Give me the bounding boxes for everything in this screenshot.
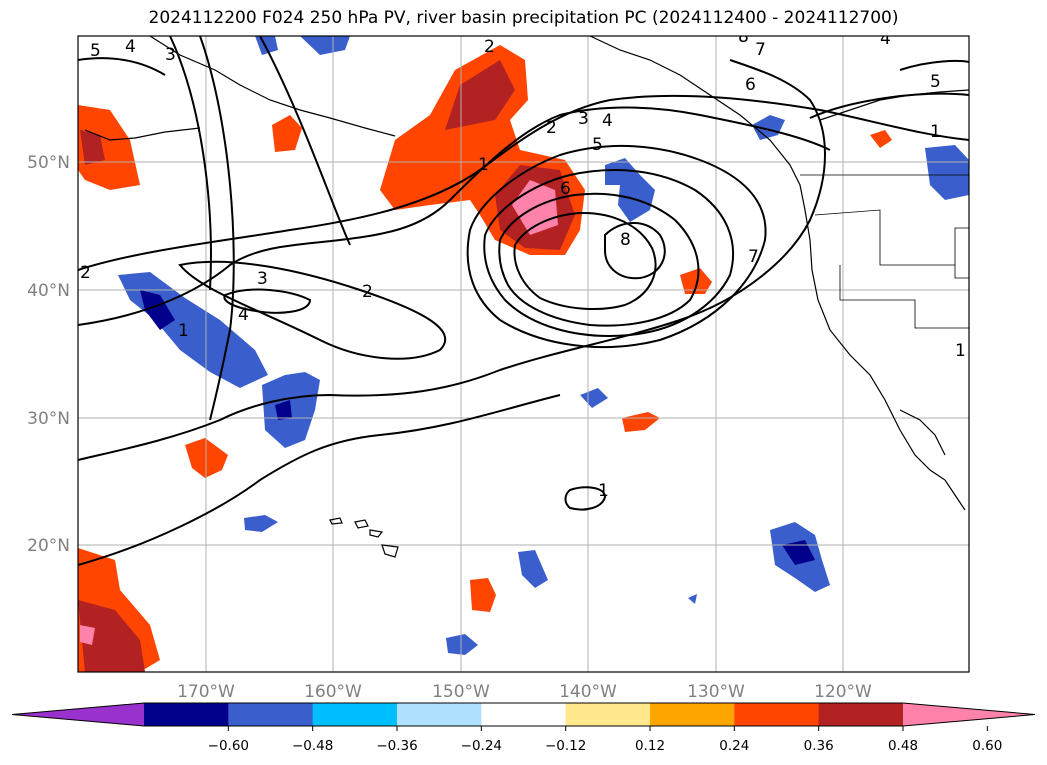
lon-label: 140°W [559,682,617,702]
pv-contours [78,36,969,566]
map-frame [77,35,970,673]
contour-label: 2 [546,118,557,138]
lat-label: 30°N [27,409,70,429]
precip-shading [78,36,969,672]
contour-label: 3 [257,269,268,289]
colorbar-outline [11,702,1036,727]
contour-label: 5 [90,41,101,61]
lon-label: 170°W [177,682,235,702]
colorbar-bin [481,703,567,726]
contour-label: 4 [238,305,249,325]
contour-label: 2 [362,282,373,302]
contour-label: 1 [178,321,189,341]
contour-label: 6 [560,179,571,199]
colorbar-tick-label: 0.12 [635,738,665,754]
colorbar-tick-label: 0.48 [888,738,918,754]
contour-label: 2 [80,263,91,283]
colorbar-extend-high [903,703,1035,726]
colorbar-tick-label: −0.24 [461,738,502,754]
country-borders [800,174,969,329]
hawaiian-islands [329,517,399,558]
contour-label: 1 [478,155,489,175]
lon-label: 120°W [814,682,872,702]
contour-label: 6 [745,75,756,95]
contour-label: 4 [880,29,891,49]
contour-label: 4 [602,111,613,131]
colorbar-bin [312,703,398,726]
coastlines [84,36,969,511]
contour-label: 5 [592,135,603,155]
map-title: 2024112200 F024 250 hPa PV, river basin … [148,8,899,28]
colorbar-tick-label: −0.36 [376,738,417,754]
colorbar-bin [818,703,904,726]
colorbar-tick-label: −0.60 [208,738,249,754]
lon-label: 150°W [432,682,490,702]
colorbar-tick-label: −0.12 [545,738,586,754]
contour-label: 5 [930,72,941,92]
colorbar-bin [650,703,735,726]
colorbar-bin [565,703,651,726]
contour-label: 8 [738,27,749,47]
lon-label: 130°W [687,682,745,702]
lon-labels: 170°W 160°W 150°W 140°W 130°W 120°W [177,682,872,702]
contour-label: 1 [598,481,609,501]
lat-label: 20°N [27,536,70,556]
lon-label: 160°W [304,682,362,702]
lat-labels: 50°N 40°N 30°N 20°N [27,153,70,556]
gridlines [78,36,969,672]
colorbar-bin [397,703,482,726]
contour-label: 2 [484,37,495,57]
colorbar-extend-low [12,703,144,726]
pv-contour-labels: 5 4 3 2 3 2 4 1 1 2 3 5 4 6 8 7 6 8 7 5 … [80,27,966,501]
lat-label: 40°N [27,281,70,301]
colorbar-tick-label: −0.48 [292,738,333,754]
contour-label: 3 [165,45,176,65]
contour-label: 1 [930,122,941,142]
colorbar-bin [144,703,229,726]
colorbar-tick-label: 0.60 [972,738,1002,754]
colorbar: −0.60 −0.48 −0.36 −0.24 −0.12 0.12 0.24 0.36 0.4… [11,702,1036,754]
colorbar-tick-label: 0.24 [719,738,749,754]
contour-label: 7 [748,247,759,267]
contour-label: 1 [955,341,966,361]
contour-label: 4 [125,37,136,57]
colorbar-tick-label: 0.36 [804,738,834,754]
colorbar-bin [228,703,314,726]
lat-label: 50°N [27,153,70,173]
colorbar-bin [734,703,820,726]
contour-label: 7 [755,40,766,60]
contour-label: 3 [578,109,589,129]
contour-label: 8 [620,230,631,250]
